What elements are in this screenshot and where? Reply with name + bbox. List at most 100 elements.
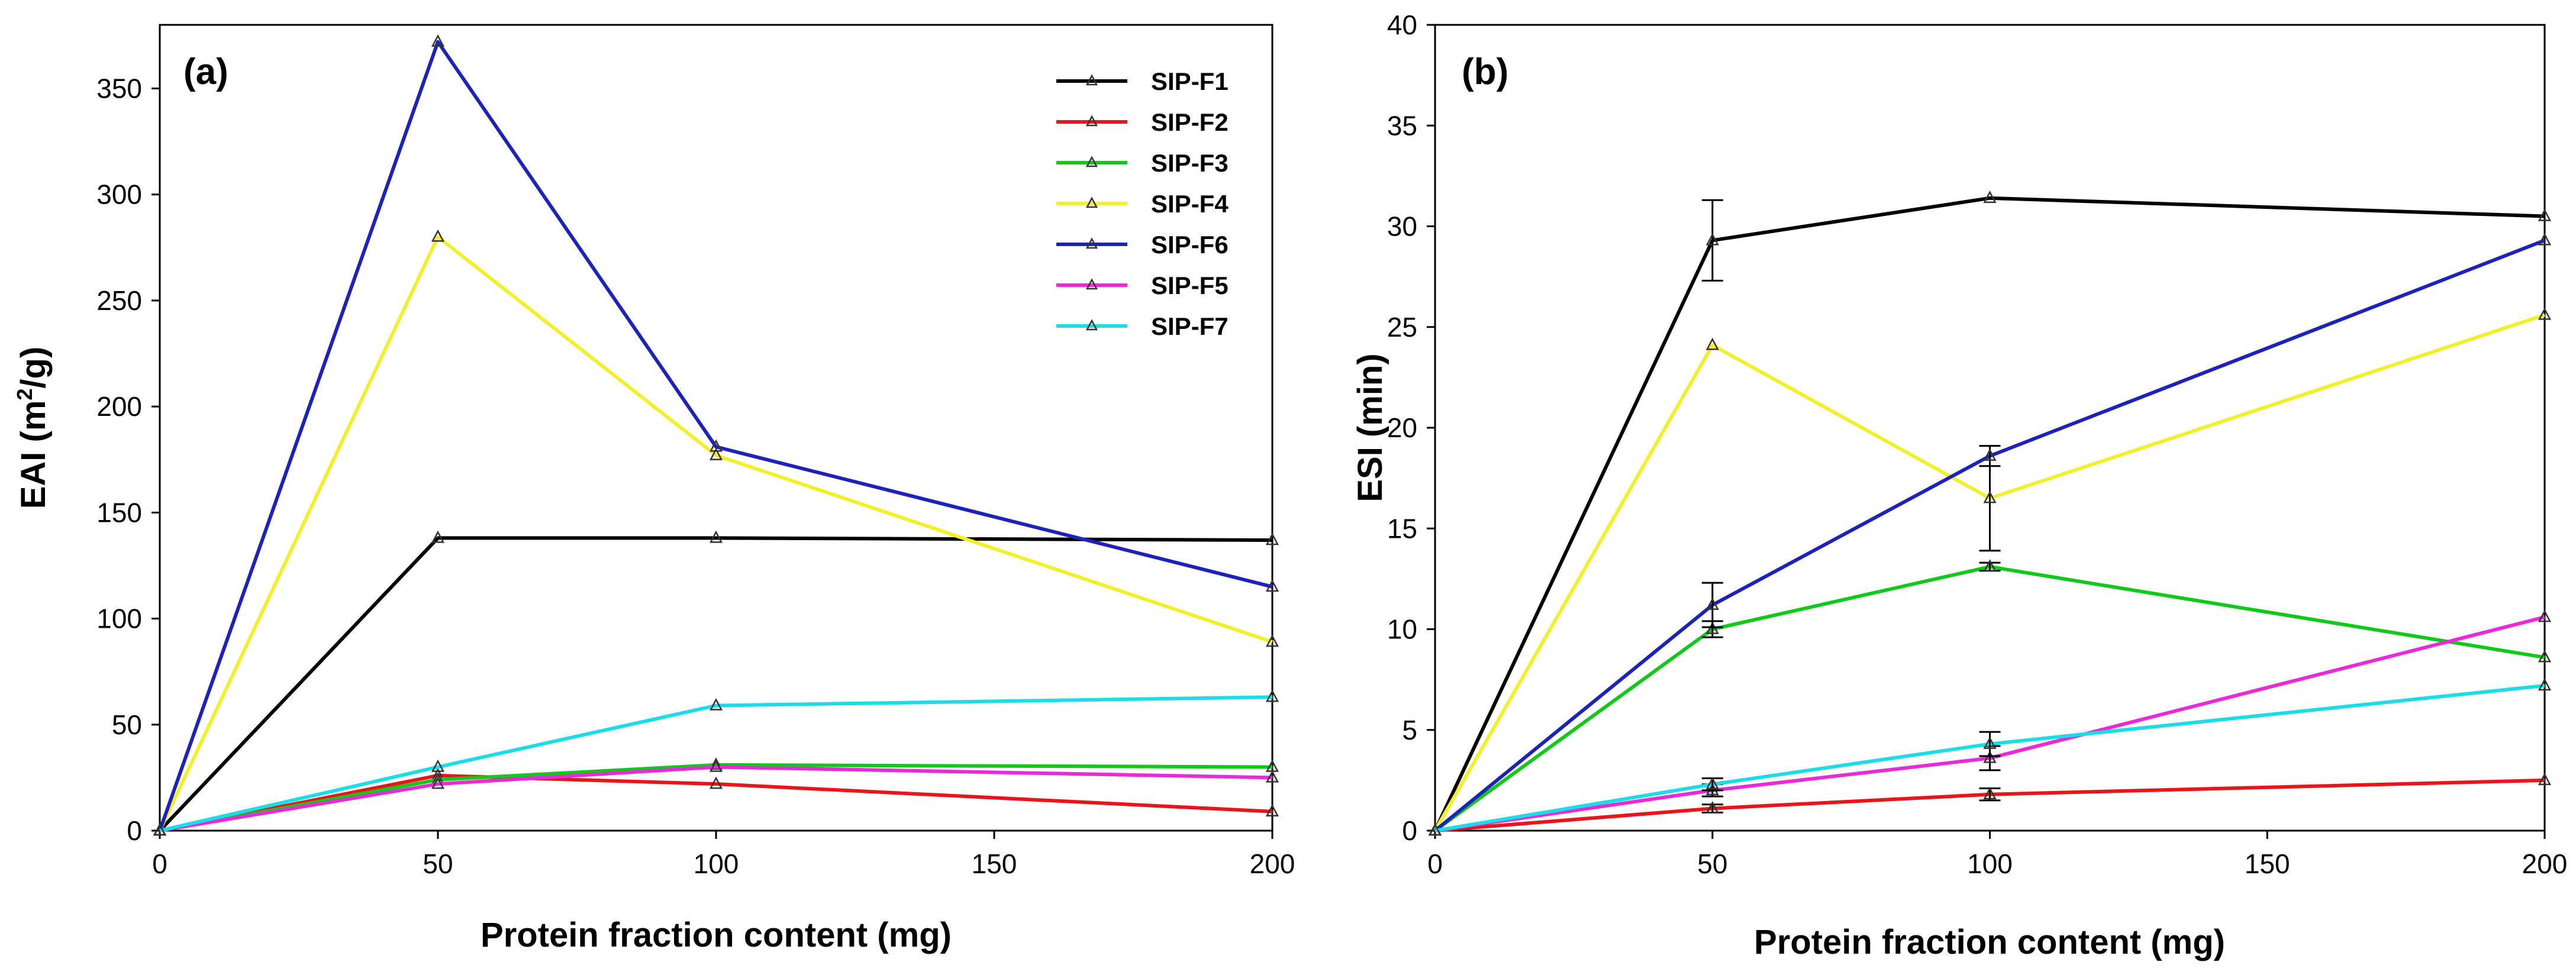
series-sip-f1 <box>1428 191 2552 836</box>
data-point-sip-f2 <box>1705 800 1719 813</box>
series-line-sip-f7 <box>159 695 1273 832</box>
legend: SIP-F1 SIP-F2 SIP-F3 SIP-F4 SIP-F6 SIP-F5 SIP-… <box>1039 60 1262 356</box>
legend-box <box>1039 60 1262 356</box>
data-point-sip-f6 <box>2538 233 2552 246</box>
legend-item: SIP-F2 <box>1056 108 1229 136</box>
legend-items: SIP-F1 SIP-F2 SIP-F3 SIP-F4 SIP-F6 SIP-F5 SIP-… <box>1056 67 1229 340</box>
data-point-sip-f4 <box>1983 490 1997 503</box>
legend-marker <box>1085 156 1098 167</box>
data-point-sip-f4 <box>1705 337 1719 350</box>
data-point-sip-f1 <box>1705 233 1719 246</box>
data-point-sip-f1 <box>2538 208 2552 221</box>
panel-a-x-tick-label: 200 <box>1250 848 1295 879</box>
data-point-sip-f7 <box>1428 823 1442 836</box>
data-point-sip-f5 <box>1983 750 1997 763</box>
panel-a-y-tick-label: 100 <box>96 603 142 634</box>
legend-item: SIP-F6 <box>1056 231 1229 259</box>
series-line-sip-f5 <box>159 765 1273 832</box>
data-point-sip-f5 <box>431 776 445 789</box>
panel-b-x-tick-label: 50 <box>1697 848 1727 879</box>
data-point-sip-f6 <box>1265 579 1279 592</box>
data-point-sip-f1 <box>1265 532 1279 545</box>
error-bar <box>1979 731 2001 757</box>
legend-marker <box>1085 115 1098 127</box>
panel-a-x-tick-label: 0 <box>152 848 167 879</box>
series-line-sip-f1 <box>158 536 1273 832</box>
panel-b-label: (b) <box>1462 51 1508 92</box>
panel-a-y-tick-label: 300 <box>96 179 142 210</box>
series-line-sip-f2 <box>159 773 1273 832</box>
legend-item: SIP-F4 <box>1056 190 1229 218</box>
panel-a-y-tick-label: 350 <box>96 73 142 104</box>
data-point-sip-f2 <box>2538 773 2552 786</box>
legend-label: SIP-F1 <box>1151 67 1229 95</box>
legend-marker <box>1085 74 1098 86</box>
data-point-sip-f2 <box>709 776 723 789</box>
series-line-sip-f6 <box>1434 238 2546 832</box>
panel-b-y-tick-label: 20 <box>1387 412 1417 443</box>
panel-b-esi-chart: (b) 0 50 100 150 200 0 5 10 15 20 25 30 35 40 Protein… <box>1351 9 2567 961</box>
data-point-sip-f1 <box>709 530 723 543</box>
error-bar <box>1701 582 1723 628</box>
data-point-sip-f3 <box>1983 559 1997 572</box>
data-point-sip-f3 <box>709 757 723 770</box>
data-point-sip-f7 <box>709 698 723 711</box>
data-point-sip-f5 <box>709 759 723 772</box>
legend-item: SIP-F1 <box>1056 67 1229 95</box>
panel-a-eai-chart: (a) 0 50 100 150 200 0 50 100 150 200 250 300 350 Pr… <box>12 24 1295 954</box>
panel-a-y-tick-label: 200 <box>96 391 142 422</box>
legend-label: SIP-F3 <box>1151 149 1229 177</box>
data-point-sip-f4 <box>709 447 723 460</box>
panel-a-y-tick-label: 250 <box>96 285 142 316</box>
data-point-sip-f7 <box>1983 736 1997 749</box>
legend-label: SIP-F5 <box>1151 272 1229 299</box>
data-point-sip-f5 <box>2538 609 2552 622</box>
series-line-sip-f5 <box>1434 615 2545 832</box>
panel-a-y-axis-title: EAI (m2/g) <box>12 347 53 509</box>
data-point-sip-f7 <box>2538 678 2552 691</box>
legend-label: SIP-F7 <box>1151 312 1229 340</box>
data-point-sip-f6 <box>709 439 723 452</box>
legend-item: SIP-F5 <box>1056 272 1229 299</box>
panel-a-ticks: 0 50 100 150 200 0 50 100 150 200 250 300 350 <box>96 73 1295 879</box>
panel-b-x-tick-label: 100 <box>1967 848 2013 879</box>
legend-marker <box>1085 319 1098 331</box>
panel-b-y-tick-label: 25 <box>1387 312 1417 343</box>
data-point-sip-f2 <box>1983 787 1997 799</box>
data-point-sip-f1 <box>431 530 445 543</box>
panel-b-ticks: 0 50 100 150 200 0 5 10 15 20 25 30 35 40 <box>1387 9 2568 879</box>
series-sip-f3 <box>1428 559 2552 836</box>
series-line-sip-f6 <box>158 40 1273 831</box>
data-point-sip-f7 <box>1705 777 1719 789</box>
panel-a-y-title-tail: /g) <box>14 347 53 389</box>
series-line-sip-f3 <box>1434 564 2545 832</box>
data-point-sip-f6 <box>1705 597 1719 610</box>
panel-b-y-tick-label: 30 <box>1387 211 1417 242</box>
legend-label: SIP-F2 <box>1151 108 1229 136</box>
data-point-sip-f6 <box>431 34 445 47</box>
series-line-sip-f2 <box>1434 778 2545 832</box>
panel-b-y-tick-label: 35 <box>1387 110 1417 141</box>
panel-b-y-axis-title: ESI (min) <box>1351 353 1389 502</box>
panel-b-y-tick-label: 0 <box>1402 815 1417 846</box>
data-point-sip-f4 <box>1265 634 1279 647</box>
panel-a-x-axis-title: Protein fraction content (mg) <box>481 916 952 954</box>
panel-b-y-tick-label: 10 <box>1387 614 1417 645</box>
panel-b-y-tick-label: 5 <box>1402 715 1417 745</box>
panel-b-x-tick-label: 200 <box>2522 848 2568 879</box>
data-point-sip-f1 <box>1983 191 1997 204</box>
legend-label: SIP-F6 <box>1151 231 1229 259</box>
error-bar <box>1701 199 1723 282</box>
data-point-sip-f3 <box>2538 650 2552 663</box>
panel-a-y-tick-label: 0 <box>127 815 142 846</box>
panel-a-x-tick-label: 150 <box>972 848 1017 879</box>
panel-b-y-tick-label: 15 <box>1387 513 1417 544</box>
panel-a-series <box>153 34 1279 836</box>
panel-b-x-tick-label: 0 <box>1427 848 1443 879</box>
data-point-sip-f3 <box>1705 621 1719 634</box>
panel-a-x-tick-label: 100 <box>694 848 739 879</box>
series-line-sip-f4 <box>158 235 1273 832</box>
panel-b-x-axis-title: Protein fraction content (mg) <box>1754 923 2225 961</box>
panel-a-y-title-main: EAI (m <box>14 401 53 509</box>
legend-label: SIP-F4 <box>1151 190 1229 218</box>
